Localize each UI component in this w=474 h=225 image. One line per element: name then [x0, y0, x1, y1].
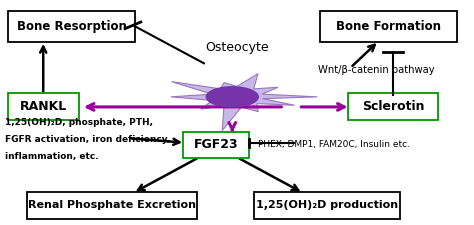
Text: PHEX, DMP1, FAM20C, Insulin etc.: PHEX, DMP1, FAM20C, Insulin etc. — [258, 140, 410, 149]
Text: 1,25(OH)₂D production: 1,25(OH)₂D production — [256, 200, 398, 210]
Text: FGF23: FGF23 — [193, 138, 238, 151]
FancyBboxPatch shape — [319, 11, 457, 42]
Text: Sclerotin: Sclerotin — [362, 100, 424, 113]
Ellipse shape — [206, 87, 258, 107]
Polygon shape — [171, 74, 318, 130]
Text: Bone Formation: Bone Formation — [336, 20, 441, 33]
FancyBboxPatch shape — [348, 94, 438, 120]
FancyBboxPatch shape — [254, 192, 400, 219]
FancyBboxPatch shape — [182, 131, 249, 158]
Text: 1,25(OH)₂D, phosphate, PTH,: 1,25(OH)₂D, phosphate, PTH, — [5, 118, 154, 127]
FancyBboxPatch shape — [27, 192, 197, 219]
Text: Wnt/β-catenin pathway: Wnt/β-catenin pathway — [318, 65, 435, 75]
Text: FGFR activation, iron deficiency,: FGFR activation, iron deficiency, — [5, 135, 171, 144]
Text: Bone Resorption: Bone Resorption — [17, 20, 127, 33]
FancyBboxPatch shape — [8, 94, 79, 120]
Text: Renal Phosphate Excretion: Renal Phosphate Excretion — [28, 200, 196, 210]
FancyBboxPatch shape — [8, 11, 136, 42]
Text: Osteocyte: Osteocyte — [205, 41, 269, 54]
Text: RANKL: RANKL — [19, 100, 67, 113]
Text: inflammation, etc.: inflammation, etc. — [5, 152, 99, 161]
